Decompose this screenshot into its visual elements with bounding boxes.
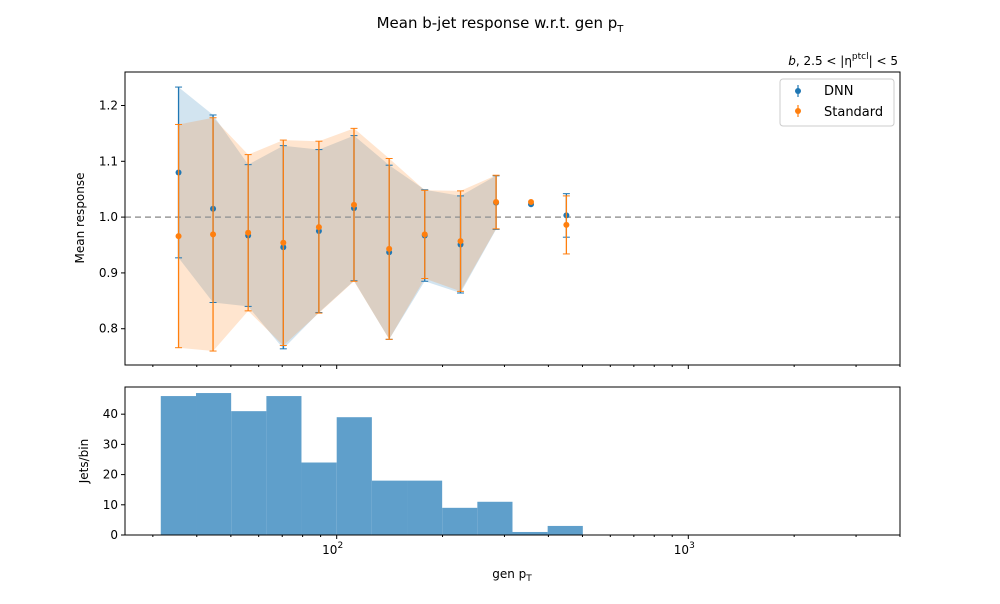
data-point — [350, 201, 357, 208]
data-point — [280, 239, 287, 246]
legend-standard-marker — [795, 108, 801, 114]
histogram-bar — [547, 525, 583, 535]
y-tick-label: 0 — [110, 528, 118, 542]
data-point — [457, 238, 464, 245]
y-tick-label: 20 — [103, 468, 118, 482]
data-point — [315, 224, 322, 231]
legend-dnn-label: DNN — [824, 84, 853, 99]
y-tick-label: 0.8 — [99, 322, 118, 336]
y-tick-label: 0.9 — [99, 266, 118, 280]
histogram-bar — [301, 462, 337, 535]
histogram-bars — [160, 393, 583, 535]
x-tick-label: 103 — [674, 541, 695, 557]
histogram-bar — [442, 507, 478, 535]
data-point — [493, 199, 500, 206]
histogram-bar — [231, 411, 267, 535]
histogram-axes-frame — [124, 386, 901, 536]
response-bands — [178, 87, 497, 351]
y-tick-label: 1.0 — [99, 210, 118, 224]
legend-frame — [779, 78, 895, 127]
data-point — [386, 245, 393, 252]
top-ylabel: Mean response — [73, 172, 87, 263]
y-tick-label: 10 — [103, 498, 118, 512]
histogram-bar — [371, 480, 408, 535]
data-point — [210, 231, 217, 238]
band-dnn — [178, 87, 497, 349]
histogram-bar — [196, 393, 232, 535]
y-tick-label: 1.2 — [99, 98, 118, 112]
histogram-axes: 0 10 20 30 40 102 103 — [103, 386, 901, 557]
data-point — [563, 221, 570, 228]
y-tick-label: 40 — [103, 407, 118, 421]
y-tick-label: 30 — [103, 437, 118, 451]
legend-dnn-marker — [795, 88, 801, 94]
data-point — [175, 233, 182, 240]
response-axes: 0.8 0.9 1.0 1.1 1.2 — [99, 71, 901, 369]
chart-title: Mean b-jet response w.r.t. gen pT — [377, 14, 625, 35]
histogram-bar — [336, 417, 372, 535]
data-point — [245, 229, 252, 236]
histogram-bar — [266, 396, 302, 535]
legend-standard-label: Standard — [824, 105, 883, 120]
data-point — [421, 231, 428, 238]
legend: DNN Standard — [779, 78, 895, 127]
response-axes-frame — [124, 71, 901, 366]
chart-title-subscript: T — [616, 24, 624, 35]
bottom-ylabel: Jets/bin — [77, 439, 91, 484]
bottom-xlabel: gen pT — [492, 567, 532, 584]
histogram-bar — [512, 531, 548, 535]
data-point — [528, 199, 535, 206]
histogram-bar — [160, 396, 197, 535]
histogram-bar — [407, 480, 443, 535]
series-standard — [175, 117, 570, 352]
y-tick-label: 1.1 — [99, 154, 118, 168]
band-standard — [178, 117, 497, 351]
histogram-bar — [477, 501, 513, 535]
x-tick-label: 102 — [322, 541, 343, 557]
region-label: b, 2.5 < |ηptcl| < 5 — [788, 52, 898, 68]
